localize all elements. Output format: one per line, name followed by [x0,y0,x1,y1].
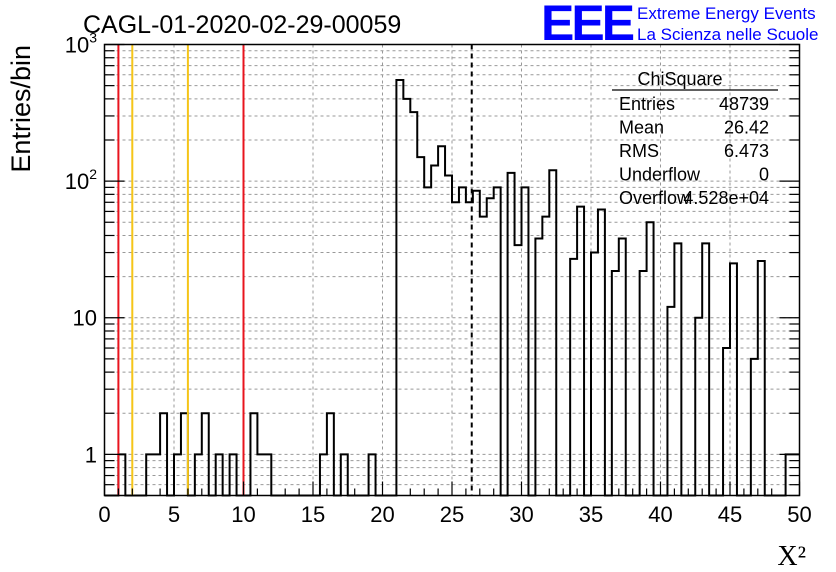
stats-label: Entries [619,94,675,114]
y-tick-label: 102 [65,166,97,194]
y-tick-label: 1 [85,442,97,467]
x-axis-title: X² [777,541,806,572]
logo-line-2: La Scienza nelle Scuole [637,25,818,44]
stats-value: 26.42 [724,118,769,138]
grid-lines [104,44,800,496]
stats-value: 0 [759,165,769,185]
stats-label: Mean [619,118,664,138]
x-tick-labels: 0 5 10 15 20 25 30 35 40 45 50 [98,502,811,527]
x-tick-label: 10 [231,502,255,527]
x-tick-label: 50 [787,502,811,527]
axis-ticks [103,43,801,497]
x-tick-label: 30 [509,502,533,527]
logo-line-1: Extreme Energy Events [637,4,816,23]
y-tick-label: 103 [65,30,97,58]
y-tick-label: 10 [73,306,97,331]
cut-lines [117,44,473,496]
x-tick-label: 0 [98,502,110,527]
stats-box: ChiSquare Entries 48739 Mean 26.42 RMS 6.473 U… [612,69,778,208]
x-tick-label: 35 [579,502,603,527]
x-tick-label: 40 [648,502,672,527]
x-tick-label: 15 [301,502,325,527]
stats-title: ChiSquare [637,69,722,89]
y-tick-labels: 1 10 102 103 [65,30,97,468]
y-axis-title: Entries/bin [6,45,36,173]
stats-value: 6.473 [724,141,769,161]
eee-logo: EEE Extreme Energy Events La Scienza nel… [541,0,818,51]
stats-label: Overflow [619,188,691,208]
stats-value: 4.528e+04 [683,188,769,208]
x-tick-label: 20 [370,502,394,527]
eee-logo-text: EEE [541,0,634,51]
chart-title: CAGL-01-2020-02-29-00059 [83,11,401,39]
x-tick-label: 25 [440,502,464,527]
stats-label: Underflow [619,165,701,185]
x-tick-label: 45 [718,502,742,527]
x-tick-label: 5 [168,502,180,527]
histogram-outline [104,78,800,497]
stats-label: RMS [619,141,659,161]
stats-value: 48739 [719,94,769,114]
